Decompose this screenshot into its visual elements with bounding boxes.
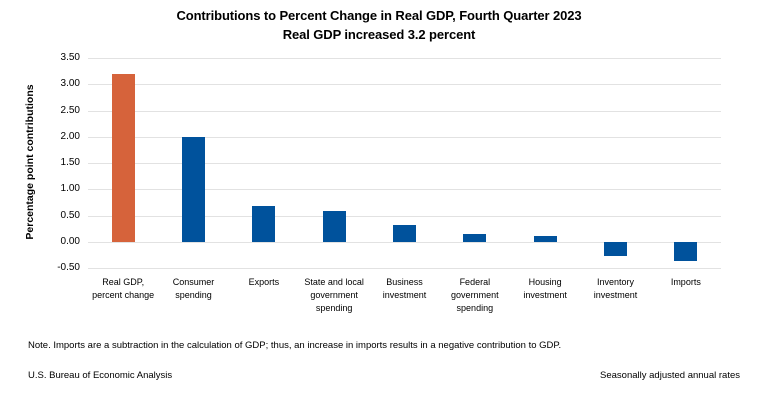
- gridline: [88, 241, 721, 243]
- x-axis-label: Housing investment: [523, 277, 567, 300]
- bar: [322, 211, 346, 242]
- y-tick-label: 3.00: [60, 78, 80, 90]
- bar: [604, 241, 627, 256]
- gridline: [88, 163, 721, 164]
- x-axis-label: Exports: [248, 277, 280, 287]
- x-axis-label: Consumer spending: [172, 277, 215, 300]
- bar: [463, 233, 487, 242]
- x-axis-label: Inventory investment: [593, 277, 638, 300]
- x-axis-label: Real GDP, percent change: [92, 277, 155, 300]
- y-tick-label: 1.50: [60, 157, 80, 168]
- x-axis-label: State and local government spending: [304, 277, 364, 313]
- gridline: [88, 58, 721, 59]
- chart-title: Contributions to Percent Change in Real …: [176, 8, 582, 23]
- y-tick-label: 3.50: [60, 52, 80, 63]
- y-tick-label: 2.00: [60, 130, 80, 142]
- x-axis-label: Business investment: [382, 277, 427, 300]
- y-tick-label: 0.50: [60, 209, 80, 221]
- gridline: [88, 215, 721, 217]
- footnote: Note. Imports are a subtraction in the c…: [28, 340, 562, 351]
- x-axis-label: Imports: [670, 277, 701, 287]
- chart-subtitle: Real GDP increased 3.2 percent: [282, 27, 476, 42]
- chart-title-block: Contributions to Percent Change in Real …: [50, 6, 708, 44]
- bar: [111, 73, 135, 242]
- bar: [393, 224, 416, 242]
- y-tick-label: 2.50: [60, 104, 80, 116]
- x-axis-label: Federal government spending: [451, 277, 499, 313]
- gridline: [88, 110, 721, 112]
- y-tick-label: -0.50: [57, 262, 80, 273]
- y-tick-label: 0.00: [60, 235, 80, 247]
- gridline: [88, 268, 721, 269]
- y-tick-label: 1.00: [60, 183, 80, 195]
- bar: [182, 136, 205, 242]
- rates-note: Seasonally adjusted annual rates: [600, 370, 740, 381]
- bar: [533, 235, 557, 242]
- bar: [674, 241, 698, 261]
- gridline: [88, 136, 721, 138]
- gridline: [88, 189, 721, 191]
- gridline: [88, 84, 721, 86]
- source-attribution: U.S. Bureau of Economic Analysis: [28, 370, 173, 381]
- bar: [252, 206, 276, 242]
